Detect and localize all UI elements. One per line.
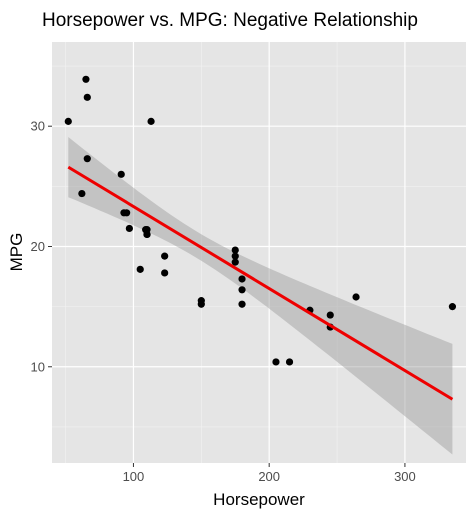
data-point [326,311,334,319]
minor-gridlines [52,42,466,463]
x-tick-label: 100 [123,469,145,484]
data-point [83,93,91,101]
y-tick-label: 20 [31,239,45,254]
data-point [448,303,457,311]
data-point [78,189,86,198]
data-point [123,209,131,217]
y-axis-title: MPG [7,233,26,272]
confidence-band [68,137,453,455]
data-point [231,258,239,266]
data-point [64,117,72,125]
y-tick-label: 10 [31,359,45,374]
data-point [272,358,280,366]
data-point [117,170,125,178]
y-axis-ticks: 10 20 30 [31,119,52,374]
data-point [231,252,239,260]
data-point [142,226,150,234]
data-point [238,286,246,294]
x-tick-label: 300 [394,469,416,484]
data-point [82,75,90,83]
plot-panel [52,42,466,463]
data-point [352,293,360,301]
data-point [238,275,246,283]
y-tick-label: 30 [31,119,45,134]
data-point [83,155,91,163]
data-point [136,265,144,273]
x-axis-ticks: 100 200 300 [123,463,416,484]
data-point [238,300,246,308]
regression-line [67,165,454,401]
data-point [125,224,133,233]
x-axis-title: Horsepower [213,490,305,509]
chart-title: Horsepower vs. MPG: Negative Relationshi… [42,10,418,31]
data-point [231,246,239,254]
data-point [197,300,205,308]
data-point [285,358,294,366]
data-point [147,117,155,125]
data-point [161,269,169,277]
x-tick-label: 200 [258,469,280,484]
data-point [161,252,169,260]
